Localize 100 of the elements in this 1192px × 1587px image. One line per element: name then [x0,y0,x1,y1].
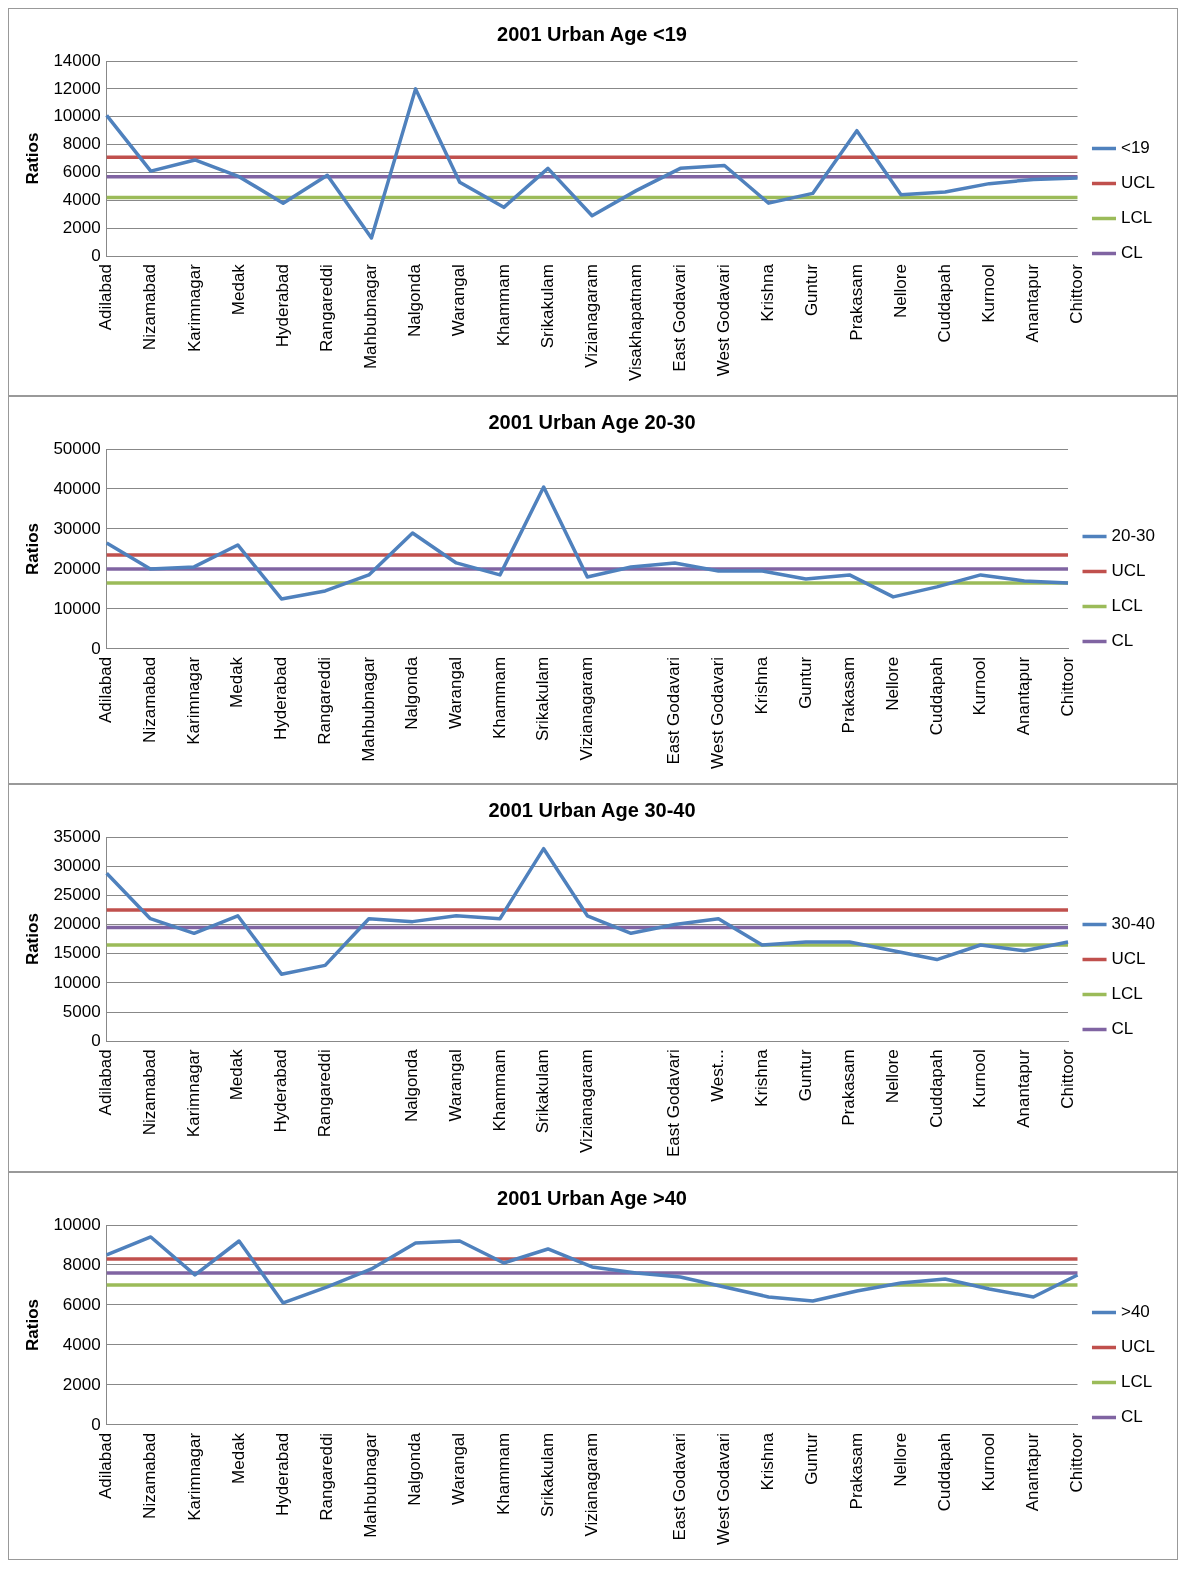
x-tick-label: Kurnool [978,264,998,323]
x-tick-label: Medak [227,656,247,708]
legend-label: CL [1120,243,1143,263]
x-tick-label: Adilabad [96,264,116,331]
x-tick-label: Karimnagar [184,263,204,352]
y-tick-label: 15000 [53,943,101,963]
legend-label: UCL [1120,173,1156,193]
y-tick-label: 10000 [53,1214,101,1234]
y-tick-label: 4000 [62,190,101,210]
legend-label: UCL [1120,1337,1156,1357]
x-tick-label: Cuddapah [934,264,954,343]
x-tick-label: Rangareddi [314,1049,334,1138]
x-tick-label: Srikakulam [537,264,557,349]
y-tick-label: 5000 [62,1001,101,1021]
x-tick-label: Karimnagar [183,1048,203,1138]
chart-title: 2001 Urban Age <19 [497,22,687,45]
x-tick-label: Adilabad [96,656,116,724]
x-tick-label: Krishna [758,263,778,322]
x-tick-label: Warangal [449,264,469,337]
x-tick-label: Hyderabad [272,264,292,348]
y-tick-label: 10000 [53,972,101,992]
x-tick-label: Chittoor [1067,1432,1087,1493]
y-axis-title: Ratios [22,913,42,966]
legend-label: UCL [1111,949,1146,969]
x-tick-label: East Godavari [670,1432,690,1541]
x-tick-label: West... [708,1049,728,1102]
x-tick-label: Medak [227,1048,247,1101]
x-tick-label: Chittoor [1067,263,1087,324]
x-tick-label: Mahbubnagar [358,656,378,762]
y-tick-label: 0 [91,245,101,265]
x-tick-label: Prakasam [839,656,859,734]
x-tick-label: West Godavari [708,656,728,770]
y-tick-label: 4000 [62,1334,101,1354]
x-tick-label: Nalgonda [405,263,425,337]
x-tick-label: Hyderabad [271,1049,291,1133]
x-tick-label: Nalgonda [402,656,422,730]
x-tick-label: Mahbubnagar [361,263,381,370]
x-tick-label: Nizamabad [140,656,160,743]
x-tick-label: Hyderabad [272,1432,292,1517]
y-tick-label: 30000 [53,518,101,538]
y-tick-label: 2000 [62,217,101,237]
x-tick-label: Srikakulam [533,656,553,741]
x-tick-label: Khammam [489,656,509,740]
y-tick-label: 20000 [53,914,101,934]
x-tick-label: Prakasam [839,1049,859,1126]
legend-label: UCL [1111,561,1146,581]
y-tick-label: 6000 [62,162,101,182]
legend-label: LCL [1111,596,1143,616]
x-tick-label: East Godavari [664,1049,684,1158]
x-tick-label: Nizamabad [140,1049,160,1136]
x-tick-label: Srikakulam [533,1049,553,1134]
x-tick-label: Vizianagaram [581,1432,601,1537]
legend-label: <19 [1120,138,1150,158]
x-tick-label: Guntur [802,263,822,317]
x-tick-label: Krishna [758,1432,778,1491]
legend-label: LCL [1120,208,1153,228]
x-tick-label: Vizianagaram [577,1049,597,1153]
y-tick-label: 10000 [53,106,101,126]
x-tick-label: Kurnool [970,656,990,716]
legend-label: 30-40 [1111,914,1155,934]
y-tick-label: 6000 [62,1294,101,1314]
x-tick-label: East Godavari [670,264,690,372]
y-tick-label: 12000 [53,78,101,98]
y-tick-label: 30000 [53,855,101,875]
x-tick-label: Nalgonda [402,1048,422,1123]
y-tick-label: 25000 [53,885,101,905]
x-tick-label: Nellore [890,264,910,318]
x-tick-label: Rangareddi [314,656,334,745]
y-axis-title: Ratios [22,132,42,185]
x-tick-label: Nellore [882,656,902,711]
x-tick-label: Khammam [489,1049,509,1132]
x-tick-label: Guntur [795,656,815,709]
chart-title: 2001 Urban Age 20-30 [488,410,696,433]
x-tick-label: Cuddapah [926,656,946,736]
x-tick-label: Khammam [493,1432,513,1516]
x-tick-label: Warangal [445,1049,465,1122]
x-tick-label: Karimnagar [183,656,203,745]
y-tick-label: 0 [91,638,101,658]
y-tick-label: 50000 [53,438,101,458]
x-tick-label: Adilabad [96,1432,116,1500]
y-tick-label: 0 [91,1030,101,1050]
legend-label: >40 [1120,1302,1150,1322]
y-axis-title: Ratios [22,1298,42,1351]
x-tick-label: Kurnool [970,1049,990,1108]
y-tick-label: 8000 [62,134,101,154]
x-tick-label: Adilabad [96,1049,116,1116]
legend-label: CL [1120,1407,1143,1427]
x-tick-label: Cuddapah [934,1432,954,1512]
y-tick-label: 20000 [53,558,101,578]
x-tick-label: Mahbubnagar [361,1432,381,1538]
x-tick-label: Krishna [751,656,771,715]
y-tick-label: 35000 [53,826,101,846]
chart-title: 2001 Urban Age 30-40 [488,798,696,821]
x-tick-label: Prakasam [846,1432,866,1510]
x-tick-label: Srikakulam [537,1432,557,1517]
x-tick-label: Medak [228,263,248,316]
x-tick-label: Nizamabad [140,264,160,351]
y-tick-label: 40000 [53,478,101,498]
legend-label: CL [1111,1019,1134,1039]
x-tick-label: Chittoor [1057,1048,1077,1109]
